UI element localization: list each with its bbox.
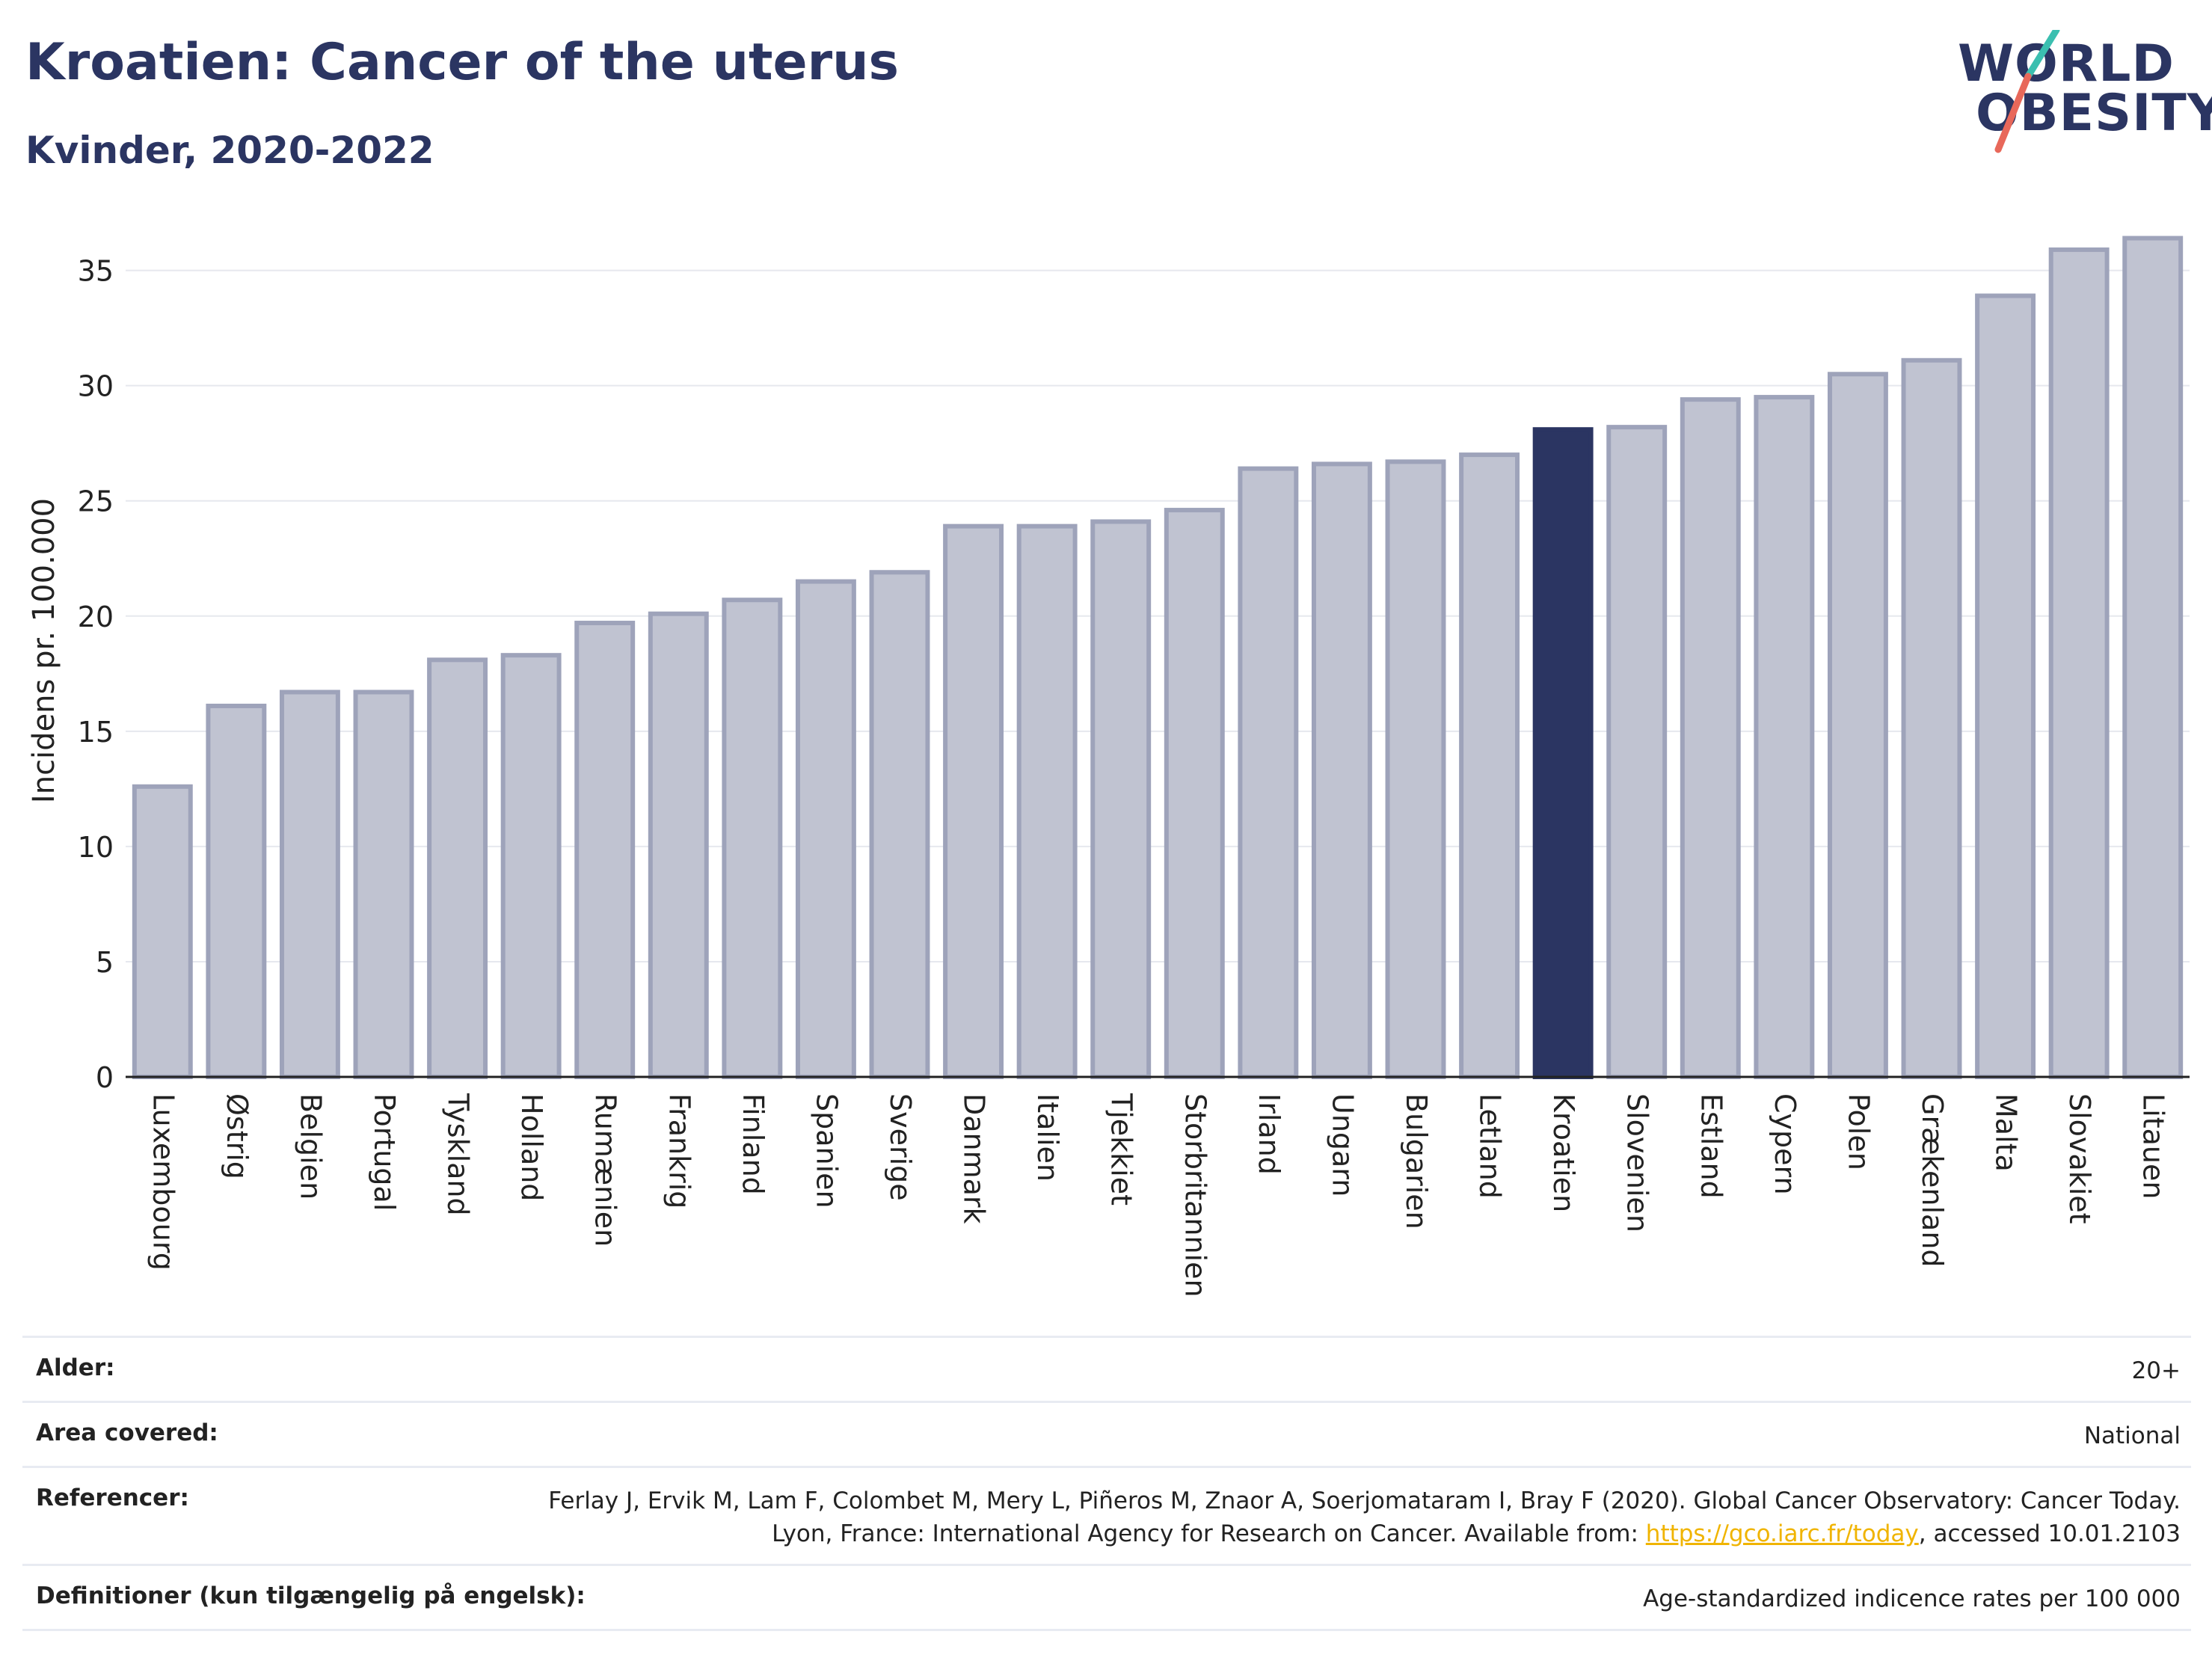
- y-tick-label: 30: [78, 370, 114, 403]
- x-tick-label: Spanien: [810, 1093, 843, 1209]
- bar-rumænien: [574, 621, 636, 1079]
- bar-italien: [1016, 523, 1078, 1079]
- x-tick-label: Sverige: [884, 1093, 917, 1201]
- bar-estland: [1680, 397, 1741, 1079]
- info-key-definitions: Definitioner (kun tilgængelig på engelsk…: [36, 1582, 586, 1609]
- x-tick-label: Danmark: [958, 1093, 991, 1224]
- info-key-age: Alder:: [36, 1354, 115, 1381]
- x-tick-label: Grækenland: [1916, 1093, 1949, 1268]
- bar-spanien: [795, 579, 856, 1079]
- x-tick-label: Bulgarien: [1400, 1093, 1433, 1229]
- bar-danmark: [943, 523, 1004, 1079]
- x-tick-label: Finland: [737, 1093, 769, 1195]
- y-axis-label: Incidens pr. 100.000: [27, 498, 61, 803]
- bars: [132, 236, 2184, 1080]
- bar-slovakiet: [2048, 247, 2110, 1080]
- info-table: Alder: 20+ Area covered: National Refere…: [22, 1336, 2191, 1631]
- x-tick-label: Tyskland: [442, 1093, 475, 1216]
- world-obesity-logo[interactable]: WORLD OBESITY: [1944, 30, 2212, 165]
- bar-luxembourg: [132, 784, 193, 1080]
- bar-irland: [1238, 466, 1299, 1079]
- bar-kroatien: [1532, 427, 1594, 1080]
- bar-polen: [1827, 372, 1888, 1079]
- reference-text: Ferlay J, Ervik M, Lam F, Colombet M, Me…: [548, 1487, 2181, 1547]
- x-tick-label: Portugal: [368, 1093, 401, 1211]
- bar-bulgarien: [1385, 459, 1446, 1079]
- info-value-references: Ferlay J, Ervik M, Lam F, Colombet M, Me…: [535, 1484, 2181, 1550]
- bar-tyskland: [427, 657, 488, 1079]
- x-tick-label: Polen: [1842, 1093, 1875, 1170]
- info-value-area: National: [2083, 1422, 2181, 1449]
- bar-letland: [1459, 452, 1520, 1079]
- x-tick-label: Malta: [1990, 1093, 2023, 1172]
- bar-malta: [1975, 293, 2036, 1079]
- bar-cypern: [1754, 395, 1815, 1080]
- info-key-area: Area covered:: [36, 1419, 218, 1446]
- info-key-references: Referencer:: [36, 1484, 189, 1511]
- x-tick-label: Litauen: [2137, 1093, 2170, 1199]
- bar-chart: 0 5 10 15 20 25 30 35 Luxembourg Østrig Belgien Po…: [27, 236, 2190, 1298]
- info-value-definitions: Age-standardized indicence rates per 100…: [1643, 1585, 2181, 1612]
- y-tick-label: 20: [78, 601, 114, 633]
- x-tick-label: Italien: [1031, 1093, 1064, 1182]
- x-tick-label: Cypern: [1769, 1093, 1801, 1195]
- y-tick-label: 0: [96, 1061, 114, 1094]
- x-tick-label: Slovenien: [1621, 1093, 1654, 1232]
- bar-tjekkiet: [1090, 519, 1152, 1079]
- bar-slovenien: [1606, 425, 1668, 1079]
- x-tick-label: Holland: [515, 1093, 548, 1201]
- y-tick-label: 15: [78, 716, 114, 749]
- reference-accessed: , accessed 10.01.2103: [1918, 1520, 2181, 1547]
- bar-finland: [722, 598, 783, 1079]
- bar-storbritannien: [1164, 508, 1225, 1079]
- info-row-references: Referencer: Ferlay J, Ervik M, Lam F, Co…: [22, 1466, 2191, 1564]
- y-tick-label: 35: [78, 255, 114, 288]
- y-tick-labels: 0 5 10 15 20 25 30 35: [78, 255, 114, 1094]
- reference-link[interactable]: https://gco.iarc.fr/today: [1645, 1520, 1919, 1547]
- bar-holland: [500, 653, 562, 1079]
- x-tick-label: Kroatien: [1547, 1093, 1580, 1212]
- bar-sverige: [869, 570, 930, 1079]
- x-tick-label: Belgien: [294, 1093, 327, 1200]
- bar-litauen: [2122, 236, 2184, 1080]
- info-value-age: 20+: [2131, 1357, 2181, 1384]
- x-tick-labels: Luxembourg Østrig Belgien Portugal Tyskland H…: [147, 1093, 2169, 1298]
- chart-title: Kroatien: Cancer of the uterus: [25, 33, 900, 92]
- bar-frankrig: [648, 611, 709, 1079]
- info-row-area: Area covered: National: [22, 1401, 2191, 1466]
- info-row-definitions: Definitioner (kun tilgængelig på engelsk…: [22, 1564, 2191, 1631]
- x-tick-label: Tjekkiet: [1105, 1093, 1138, 1206]
- x-tick-label: Østrig: [221, 1093, 254, 1179]
- y-tick-label: 5: [96, 946, 114, 979]
- bar-belgien: [279, 690, 340, 1079]
- x-tick-label: Luxembourg: [147, 1093, 179, 1271]
- bar-ungarn: [1311, 461, 1372, 1079]
- logo-slash-icon: [1994, 30, 2060, 153]
- x-tick-label: Letland: [1474, 1093, 1507, 1199]
- logo-line-1: WORLD: [1958, 34, 2175, 93]
- y-tick-label: 25: [78, 485, 114, 518]
- x-tick-label: Ungarn: [1326, 1093, 1359, 1197]
- x-tick-label: Slovakiet: [2063, 1093, 2096, 1224]
- bar-grækenland: [1901, 357, 1962, 1079]
- x-tick-label: Irland: [1253, 1093, 1285, 1175]
- bar-portugal: [353, 690, 414, 1079]
- x-tick-label: Frankrig: [663, 1093, 695, 1209]
- y-tick-label: 10: [78, 831, 114, 864]
- bar-østrig: [206, 703, 267, 1079]
- x-tick-label: Estland: [1695, 1093, 1727, 1199]
- info-row-age: Alder: 20+: [22, 1336, 2191, 1401]
- x-tick-label: Rumænien: [589, 1093, 622, 1247]
- chart-subtitle: Kvinder, 2020-2022: [25, 129, 434, 172]
- x-tick-label: Storbritannien: [1179, 1093, 1211, 1298]
